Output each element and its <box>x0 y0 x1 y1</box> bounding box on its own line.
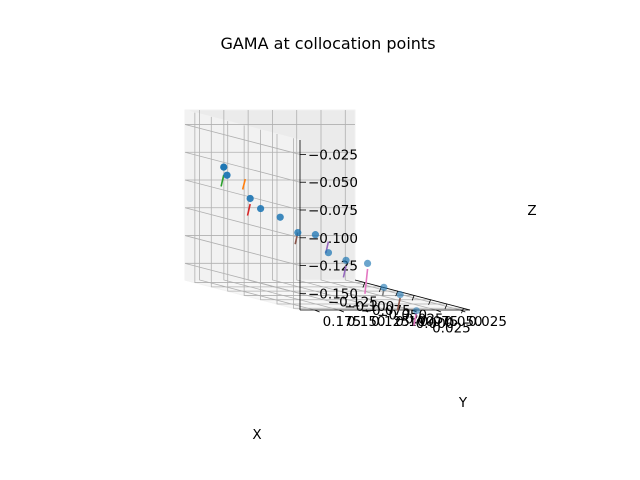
data-point <box>363 259 372 267</box>
vector-segment <box>246 203 251 216</box>
grid-line-y <box>272 110 388 311</box>
y-tick-mark <box>314 309 320 313</box>
y-tick-mark <box>362 309 369 313</box>
grid-line-x <box>276 134 447 305</box>
x-tick-label: −0.125 <box>328 295 378 311</box>
z-tick-label: −0.100 <box>308 231 358 247</box>
y-tick-label: 0.175 <box>323 314 362 330</box>
data-point <box>223 171 231 179</box>
grid-line-z <box>184 151 355 183</box>
axes-ticks: −0.125−0.100−0.075−0.050−0.0250.0000.025… <box>300 147 507 336</box>
grid-line-x <box>260 129 431 301</box>
data-point <box>311 231 319 239</box>
y-tick-mark <box>460 309 466 313</box>
x-tick-mark <box>428 299 431 305</box>
z-tick-label: −0.075 <box>308 203 358 219</box>
y-tick-label: 0.150 <box>347 314 386 330</box>
grid-line-x <box>194 112 365 283</box>
y-axis-label: Y <box>458 395 468 411</box>
axes-lines <box>299 140 471 311</box>
data-point <box>246 194 254 203</box>
data-point <box>220 163 228 171</box>
data-point <box>342 256 350 264</box>
grid-line-z <box>184 207 355 239</box>
z-tick-label: −0.025 <box>308 147 358 163</box>
z-tick-label: −0.150 <box>308 286 358 302</box>
x-tick-label: 0.025 <box>432 320 471 336</box>
grid-line-z <box>184 179 355 211</box>
x-tick-label: −0.025 <box>394 312 444 328</box>
vector-segment <box>220 174 225 187</box>
data-point <box>396 291 404 299</box>
x-tick-mark <box>362 282 366 288</box>
y-tick-label: 0.075 <box>420 314 459 330</box>
z-tick-label: −0.050 <box>308 175 358 191</box>
point-series <box>220 163 421 315</box>
vector-segment <box>241 178 247 190</box>
vector-segment <box>342 265 347 278</box>
x-tick-mark <box>411 295 415 301</box>
y-tick-mark <box>338 309 345 313</box>
vector-segment <box>413 312 418 326</box>
x-axis-line <box>354 279 471 311</box>
y-tick-label: 0.125 <box>371 314 410 330</box>
vector-segment <box>396 297 401 311</box>
data-point <box>380 283 388 291</box>
grid-line-y <box>199 110 315 311</box>
grid-line-z <box>184 124 355 155</box>
data-point <box>276 213 284 221</box>
grid-line-x <box>210 116 382 288</box>
grid-line-x <box>293 138 464 309</box>
z-tick-label: −0.125 <box>308 259 358 275</box>
y-tick-label: 0.050 <box>444 314 483 330</box>
vector-segment <box>364 268 369 294</box>
y-tick-mark <box>435 309 442 313</box>
data-point <box>257 204 265 213</box>
grid-line-y <box>344 110 461 311</box>
data-point <box>324 249 333 257</box>
x-axis-label: X <box>252 427 261 443</box>
grid-line-y <box>296 110 412 311</box>
y-tick-label: 0.025 <box>468 314 507 330</box>
x-tick-mark <box>444 303 448 310</box>
y-tick-mark <box>387 309 393 313</box>
data-point <box>294 229 302 237</box>
x-tick-label: −0.100 <box>344 299 394 315</box>
chart-title: GAMA at collocation points <box>220 34 435 53</box>
grid-line-z <box>184 262 355 294</box>
x-tick-label: 0.000 <box>416 316 455 332</box>
data-point <box>412 307 421 315</box>
grid-line-y <box>320 110 437 311</box>
z-axis-label: Z <box>527 203 536 219</box>
